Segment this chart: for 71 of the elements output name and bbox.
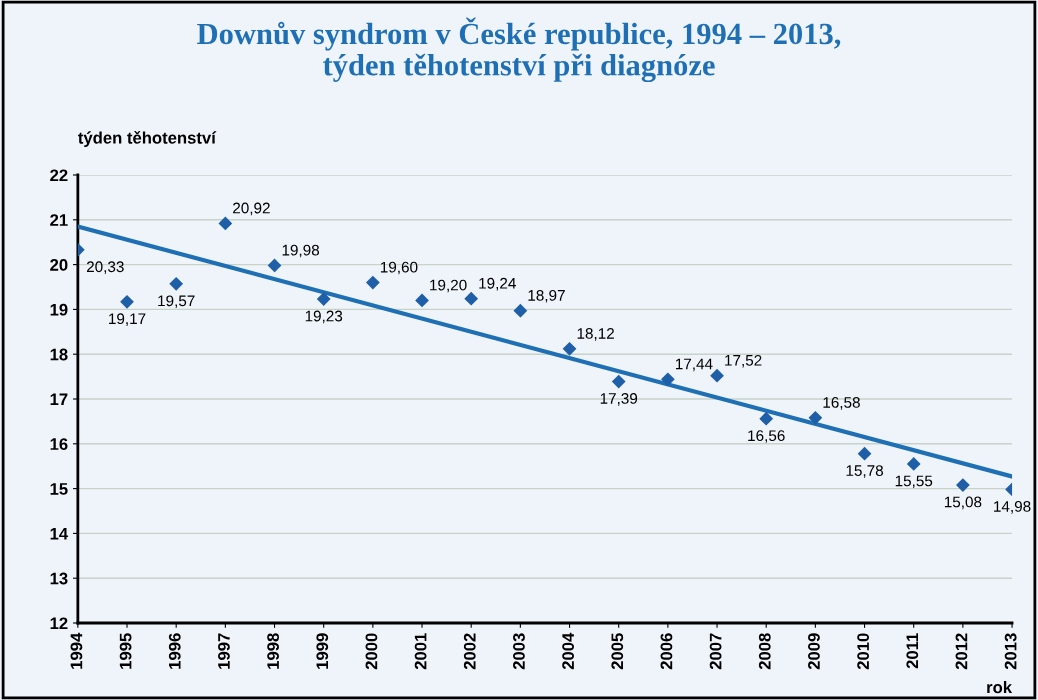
x-tick-label: 2002	[463, 633, 476, 670]
x-tick-label: 2008	[758, 633, 771, 670]
point	[120, 295, 134, 309]
data-label: 18,97	[528, 289, 565, 303]
x-tick-label: 1998	[267, 633, 279, 669]
y-tick-label: 13	[50, 572, 68, 585]
point	[317, 292, 331, 306]
y-tick-label: 16	[50, 438, 68, 450]
data-label: 19,98	[282, 244, 320, 258]
x-tick-label: 2009	[808, 633, 820, 670]
data-label: 16,56	[748, 430, 785, 443]
x-tick-label: 1994	[70, 632, 83, 669]
point	[661, 372, 675, 386]
data-label: 18,12	[577, 328, 614, 341]
x-tick-label: 1995	[119, 633, 132, 669]
data-label: 15,55	[895, 475, 933, 489]
point	[857, 447, 872, 461]
x-tick-label: 2007	[709, 633, 722, 670]
y-tick-label: 21	[50, 214, 68, 226]
data-label: 14,98	[994, 501, 1031, 514]
point	[366, 275, 380, 290]
point	[956, 478, 970, 492]
x-tick-label: 1996	[168, 633, 181, 669]
y-tick-label: 18	[50, 348, 68, 361]
y-tick-label: 19	[50, 303, 68, 316]
x-tick-label: 2013	[1004, 633, 1017, 670]
point	[562, 342, 577, 356]
x-tick-label: 2012	[955, 633, 968, 670]
x-tick-label: 1997	[218, 633, 230, 669]
x-tick-label: 2004	[562, 632, 575, 670]
point	[513, 304, 527, 318]
data-label: 19,20	[430, 279, 467, 293]
y-tick-label: 15	[50, 483, 68, 495]
x-tick-label: 2000	[365, 633, 378, 670]
data-label: 20,92	[233, 202, 270, 216]
data-label: 19,17	[109, 313, 146, 326]
data-label: 20,33	[86, 261, 124, 274]
y-axis-title: týden těhotenství	[78, 131, 217, 147]
x-tick-label: 2001	[414, 633, 427, 670]
data-label: 19,24	[479, 277, 516, 291]
point	[464, 292, 478, 306]
point	[808, 411, 822, 425]
data-label: 19,23	[305, 310, 343, 324]
x-tick-label: 2006	[660, 633, 673, 670]
x-tick-label: 2011	[906, 633, 919, 669]
point	[907, 457, 921, 471]
data-label: 19,60	[380, 261, 418, 275]
y-tick-label: 12	[50, 617, 68, 630]
point	[169, 277, 183, 291]
point	[612, 374, 626, 389]
chart-title: Downův syndrom v České republice, 1994 – 2013, týden těhotenství při diagnóze	[197, 17, 841, 83]
x-tick-label: 2003	[513, 633, 525, 670]
data-label: 17,52	[725, 354, 762, 368]
point	[267, 258, 282, 273]
data-label: 17,39	[600, 393, 638, 406]
data-label: 17,44	[675, 358, 713, 372]
x-tick-label: 2010	[857, 633, 870, 670]
data-label: 15,08	[944, 496, 982, 510]
data-label: 19,57	[158, 295, 195, 308]
y-tick-label: 20	[50, 259, 68, 271]
data-label: 15,78	[846, 465, 883, 478]
x-tick-label: 1999	[316, 633, 329, 669]
point	[759, 412, 773, 426]
y-tick-label: 14	[50, 527, 69, 540]
x-tick-label: 2005	[611, 633, 624, 670]
point	[415, 293, 429, 308]
y-tick-label: 17	[50, 393, 68, 406]
x-axis-title: rok	[987, 680, 1013, 694]
y-tick-label: 22	[50, 169, 68, 182]
point	[218, 216, 232, 230]
data-label: 16,58	[823, 397, 860, 410]
